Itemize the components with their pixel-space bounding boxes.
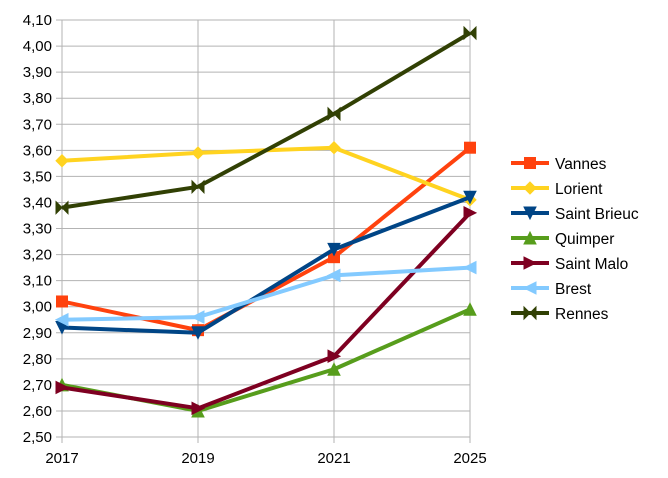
x-tick-label: 2021 xyxy=(317,450,350,467)
legend-marker xyxy=(524,157,536,169)
legend-item-lorient: Lorient xyxy=(511,181,603,198)
y-tick-label: 2,70 xyxy=(23,377,52,394)
y-tick-label: 3,60 xyxy=(23,142,52,159)
y-axis: 2,50 2,60 2,70 2,80 2,90 3,00 3,10 3,20 3,30 3,40… xyxy=(23,12,52,446)
series-brest xyxy=(54,260,477,327)
series-rennes xyxy=(55,25,477,215)
y-tick-label: 2,90 xyxy=(23,325,52,342)
legend: Vannes Lorient Saint Brieuc Quimper Saint Ma… xyxy=(511,156,639,323)
legend-marker xyxy=(522,281,537,295)
y-tick-label: 3,00 xyxy=(23,299,52,316)
legend-label: Saint Malo xyxy=(555,256,628,273)
legend-label: Quimper xyxy=(555,231,614,248)
series-group xyxy=(54,25,478,418)
legend-marker xyxy=(523,181,537,195)
series-line-brest xyxy=(61,265,471,322)
data-point-saint-brieuc xyxy=(463,190,477,205)
data-point-brest xyxy=(462,260,477,275)
data-point-rennes xyxy=(327,106,341,122)
y-tick-label: 2,50 xyxy=(23,429,52,446)
data-point-brest xyxy=(190,310,205,324)
data-point-lorient xyxy=(327,140,341,155)
data-point-saint-malo xyxy=(191,401,206,416)
data-point-saint-malo xyxy=(55,380,70,395)
y-tick-label: 3,50 xyxy=(23,168,52,185)
legend-label: Rennes xyxy=(555,306,609,323)
y-tick-label: 4,10 xyxy=(23,12,52,29)
y-tick-label: 3,20 xyxy=(23,247,52,264)
series-saint-malo xyxy=(55,206,478,416)
y-tick-label: 4,00 xyxy=(23,38,52,55)
y-tick-label: 2,60 xyxy=(23,403,52,420)
data-point-saint-brieuc xyxy=(191,326,205,340)
legend-marker xyxy=(523,256,538,270)
series-line-rennes xyxy=(61,31,472,210)
y-tick-label: 3,90 xyxy=(23,64,52,81)
legend-item-saint-brieuc: Saint Brieuc xyxy=(511,206,639,223)
data-point-vannes xyxy=(328,251,340,264)
data-point-lorient xyxy=(55,154,69,168)
series-line-saint-brieuc xyxy=(61,195,471,335)
data-point-saint-malo xyxy=(327,349,342,364)
y-tick-label: 3,70 xyxy=(23,116,52,133)
y-tick-label: 2,80 xyxy=(23,351,52,368)
x-axis: 2017 2019 2021 2025 xyxy=(45,450,486,467)
legend-marker xyxy=(523,206,537,221)
legend-label: Lorient xyxy=(555,181,603,198)
data-point-saint-malo xyxy=(463,206,478,220)
series-line-vannes xyxy=(61,146,472,333)
y-tick-label: 3,30 xyxy=(23,221,52,238)
legend-marker xyxy=(523,305,537,321)
series-line-lorient xyxy=(61,145,471,202)
data-point-rennes xyxy=(191,179,205,195)
series-saint-brieuc xyxy=(55,190,477,340)
series-line-saint-malo xyxy=(61,211,472,411)
data-point-brest xyxy=(326,268,341,283)
legend-item-rennes: Rennes xyxy=(511,305,609,323)
data-point-lorient xyxy=(191,146,205,160)
legend-label: Saint Brieuc xyxy=(555,206,639,223)
data-point-saint-brieuc xyxy=(327,242,341,257)
legend-marker xyxy=(523,230,537,245)
legend-item-saint-malo: Saint Malo xyxy=(511,256,628,273)
data-point-rennes xyxy=(463,25,477,41)
y-tick-label: 3,40 xyxy=(23,194,52,211)
x-tick-label: 2017 xyxy=(45,450,78,467)
data-point-quimper xyxy=(463,302,477,316)
x-tick-label: 2025 xyxy=(453,450,486,467)
legend-label: Brest xyxy=(555,281,592,298)
data-point-quimper xyxy=(327,362,341,376)
data-point-brest xyxy=(54,312,69,327)
grid xyxy=(56,19,471,443)
legend-item-brest: Brest xyxy=(511,281,592,298)
legend-label: Vannes xyxy=(555,156,607,173)
data-point-vannes xyxy=(464,141,476,154)
y-tick-label: 3,10 xyxy=(23,273,52,290)
y-tick-label: 3,80 xyxy=(23,90,52,107)
legend-item-quimper: Quimper xyxy=(511,230,614,248)
data-point-rennes xyxy=(55,200,69,215)
x-tick-label: 2019 xyxy=(181,450,214,467)
legend-item-vannes: Vannes xyxy=(511,156,607,173)
data-point-vannes xyxy=(56,295,68,308)
